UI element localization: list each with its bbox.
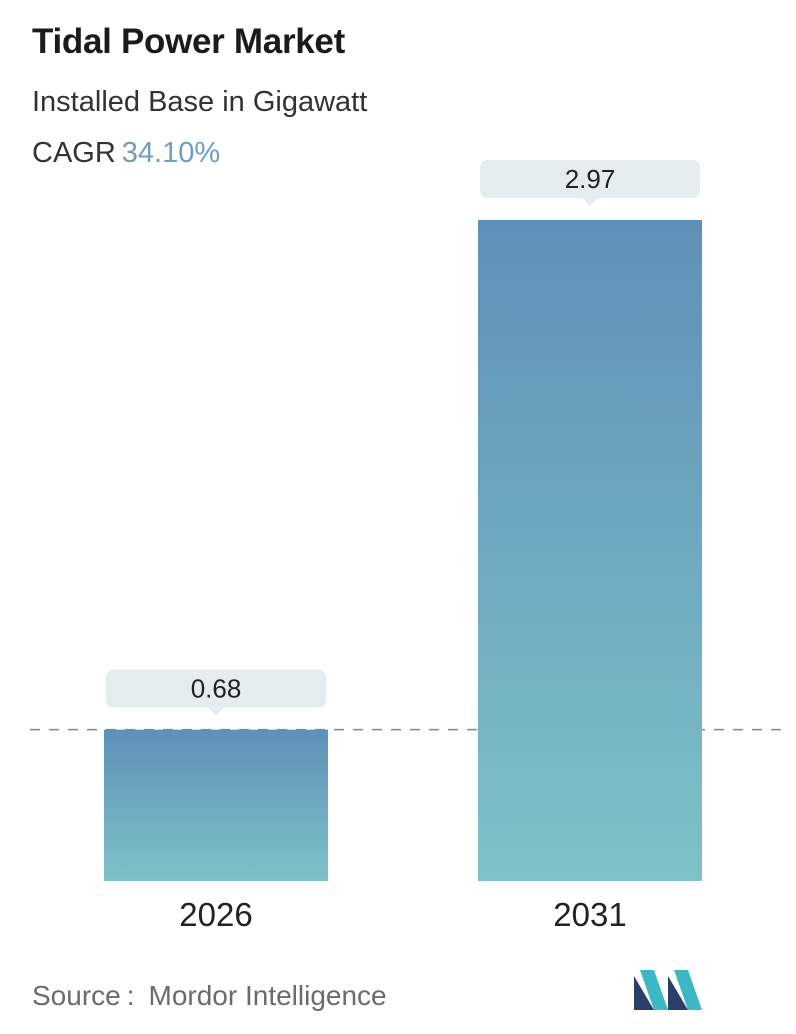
value-label-box <box>480 160 700 206</box>
chart-subtitle: Installed Base in Gigawatt <box>32 86 368 118</box>
bar-chart: 0.68 2026 2.97 2031 <box>30 160 782 933</box>
source-colon: : <box>126 980 135 1011</box>
source-line: Source: Mordor Intelligence <box>32 980 387 1012</box>
x-tick-label: 2031 <box>553 896 626 933</box>
cagr-label: CAGR <box>32 137 116 169</box>
cagr-line: CAGR 34.10% <box>32 137 220 170</box>
bar-2026 <box>104 729 328 881</box>
bar-2031 <box>478 220 702 881</box>
data-label: 2.97 <box>565 164 616 194</box>
mordor-intelligence-logo-icon <box>634 970 702 1010</box>
cagr-value: 34.10% <box>121 137 221 169</box>
chart-title: Tidal Power Market <box>32 22 345 61</box>
data-label: 0.68 <box>191 674 242 704</box>
value-label-box <box>106 669 326 716</box>
source-label: Source <box>32 980 121 1011</box>
source-name: Mordor Intelligence <box>148 980 387 1011</box>
x-tick-label: 2026 <box>179 896 252 933</box>
